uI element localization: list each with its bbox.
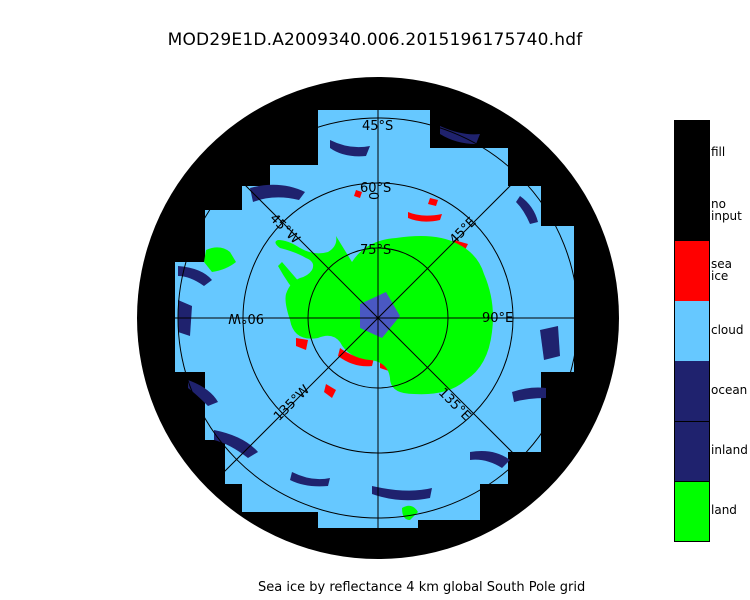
- label-90e: 90°E: [482, 311, 513, 326]
- label-60s: 60°S: [360, 181, 391, 196]
- colorbar-land: [675, 481, 709, 541]
- legend-label-ocean: ocean: [711, 383, 748, 397]
- label-45s: 45°S: [362, 119, 393, 134]
- colorbar-ocean: [675, 361, 709, 421]
- colorbar-fill: [675, 121, 709, 181]
- map-title: MOD29E1D.A2009340.006.2015196175740.hdf: [167, 30, 583, 50]
- colorbar: [674, 120, 710, 542]
- legend-label-land: land: [711, 503, 737, 517]
- colorbar-sea-ice: [675, 241, 709, 301]
- label-0: 0: [368, 192, 383, 200]
- colorbar-no-input: [675, 181, 709, 241]
- graticule: [160, 100, 596, 540]
- antarctic-peninsula: [278, 262, 330, 316]
- legend-label-no-input: no input: [711, 197, 742, 223]
- map-caption: Sea ice by reflectance 4 km global South…: [258, 580, 586, 595]
- ocean-patches: [178, 126, 560, 501]
- label-75s: 75°S: [360, 243, 391, 258]
- label-90w: 90°W: [228, 310, 264, 325]
- colorbar-inland: [675, 421, 709, 481]
- south-america-tip: [204, 247, 236, 272]
- legend-label-cloud: cloud: [711, 323, 744, 337]
- legend-label-fill: fill: [711, 145, 726, 159]
- colorbar-cloud: [675, 301, 709, 361]
- legend-label-inland: inland: [711, 443, 748, 457]
- legend-label-sea-ice: sea ice: [711, 257, 732, 283]
